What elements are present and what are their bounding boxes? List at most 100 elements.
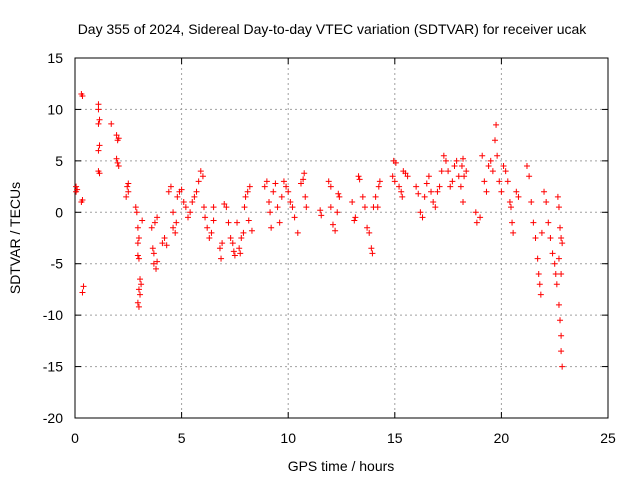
data-point <box>150 260 157 267</box>
data-point <box>274 204 281 211</box>
tick-layer: 0 5 10 15 20 25 -20 -15 -10 -5 0 5 10 15 <box>43 50 616 446</box>
data-point <box>161 235 168 241</box>
data-point <box>536 281 543 288</box>
data-point <box>301 170 308 177</box>
data-point <box>496 178 503 185</box>
data-point <box>534 255 541 262</box>
data-point <box>133 209 140 216</box>
data-point <box>248 227 255 234</box>
data-point <box>113 155 120 162</box>
data-point <box>137 276 144 283</box>
data-point <box>558 235 565 241</box>
x-tick-label: 0 <box>71 430 79 446</box>
data-point <box>225 219 232 226</box>
data-point <box>191 193 198 200</box>
data-point <box>80 283 87 290</box>
data-point <box>115 163 122 169</box>
data-point <box>513 188 520 195</box>
data-point <box>376 178 383 185</box>
data-point <box>280 178 287 185</box>
data-point <box>413 183 420 190</box>
data-point <box>325 178 332 185</box>
data-point <box>523 163 530 169</box>
data-point <box>187 209 194 216</box>
data-point <box>473 219 480 226</box>
data-point <box>506 199 513 205</box>
data-points-layer <box>73 91 566 370</box>
data-point <box>283 183 290 190</box>
data-point <box>366 229 373 236</box>
data-point <box>184 214 191 221</box>
data-point <box>528 199 535 205</box>
data-point <box>399 193 406 200</box>
data-point <box>327 183 334 190</box>
data-point <box>554 193 561 200</box>
data-point <box>547 235 554 241</box>
data-point <box>278 193 285 200</box>
data-point <box>114 159 121 166</box>
data-point <box>494 152 501 159</box>
data-point <box>504 178 511 185</box>
data-point <box>559 240 566 247</box>
data-point <box>442 157 449 164</box>
data-point <box>440 152 447 159</box>
data-point <box>124 183 131 190</box>
data-point <box>180 199 187 205</box>
data-point <box>472 209 479 216</box>
data-point <box>221 201 228 208</box>
data-point <box>375 183 382 190</box>
x-tick-label: 5 <box>178 430 186 446</box>
data-point <box>430 199 437 205</box>
data-point <box>149 245 156 252</box>
data-point <box>178 186 185 193</box>
data-point <box>95 147 102 154</box>
data-point <box>154 214 161 221</box>
data-point <box>425 173 432 180</box>
data-point <box>500 163 507 169</box>
data-point <box>557 224 564 231</box>
data-point <box>240 229 247 236</box>
data-point <box>538 229 545 236</box>
data-point <box>210 204 217 211</box>
data-point <box>361 204 368 211</box>
data-point <box>447 183 454 190</box>
data-point <box>159 240 166 247</box>
y-tick-label: 10 <box>47 101 63 117</box>
data-point <box>216 245 223 252</box>
data-point <box>545 219 552 226</box>
data-point <box>510 229 517 236</box>
data-point <box>137 291 144 298</box>
data-point <box>189 199 196 205</box>
data-point <box>558 348 565 355</box>
data-point <box>415 190 422 197</box>
data-point <box>349 199 356 205</box>
data-point <box>502 168 509 175</box>
data-point <box>135 303 142 310</box>
data-point <box>244 188 251 195</box>
data-point <box>150 250 157 257</box>
data-point <box>297 180 304 187</box>
data-point <box>134 252 141 259</box>
data-point <box>291 214 298 221</box>
data-point <box>402 170 409 177</box>
y-tick-label: 15 <box>47 50 63 66</box>
data-point <box>219 240 226 247</box>
data-point <box>404 173 411 180</box>
data-point <box>238 235 245 241</box>
data-point <box>123 193 130 200</box>
data-point <box>74 186 81 193</box>
data-point <box>138 281 145 288</box>
y-tick-label: -10 <box>43 307 63 323</box>
data-point <box>391 178 398 185</box>
data-point <box>436 183 443 190</box>
data-point <box>208 229 215 236</box>
data-point <box>555 301 562 308</box>
data-point <box>96 142 103 149</box>
data-point <box>263 178 270 185</box>
data-point <box>398 188 405 195</box>
data-point <box>515 193 522 200</box>
data-point <box>351 217 358 224</box>
data-point <box>553 281 560 288</box>
